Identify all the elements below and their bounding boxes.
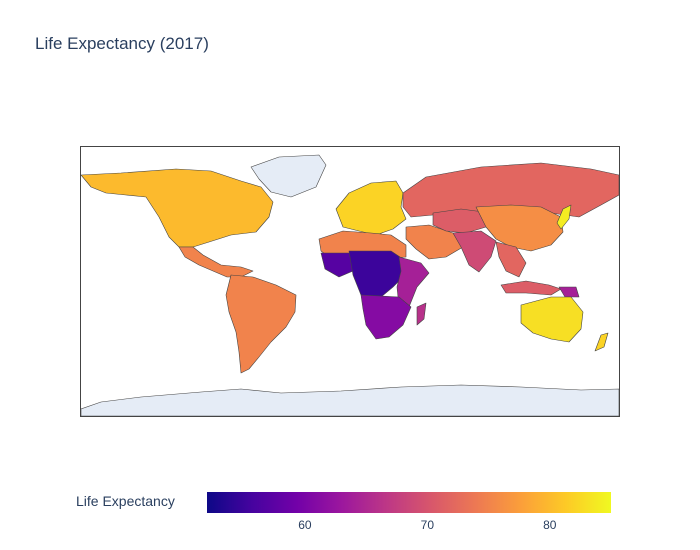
region-antarctica[interactable] xyxy=(81,384,619,416)
colorbar-tick-70: 70 xyxy=(420,518,435,532)
region-japan[interactable] xyxy=(556,204,572,230)
region-europe[interactable] xyxy=(335,180,407,236)
map-title: Life Expectancy (2017) xyxy=(35,34,209,53)
region-middle-east[interactable] xyxy=(405,224,464,260)
region-central-asia[interactable] xyxy=(432,208,492,234)
region-madagascar[interactable] xyxy=(416,302,427,326)
region-south-america[interactable] xyxy=(225,274,297,374)
region-greenland[interactable] xyxy=(250,154,327,198)
region-west-africa[interactable] xyxy=(320,252,354,278)
colorbar-tick-80: 80 xyxy=(543,518,557,532)
region-new-zealand[interactable] xyxy=(594,332,609,352)
region-china[interactable] xyxy=(475,204,564,252)
region-australia[interactable] xyxy=(520,296,584,343)
colorbar-tick-60: 60 xyxy=(298,518,312,532)
colorbar-label: Life Expectancy xyxy=(76,493,175,509)
region-russia[interactable] xyxy=(402,162,619,218)
map-frame[interactable] xyxy=(80,146,620,417)
region-central-africa[interactable] xyxy=(348,250,404,298)
region-central-america[interactable] xyxy=(178,246,254,278)
region-indonesia[interactable] xyxy=(500,280,562,296)
world-map[interactable] xyxy=(81,147,619,416)
region-southeast-asia[interactable] xyxy=(495,241,527,278)
colorbar-gradient xyxy=(207,492,611,513)
region-north-america[interactable] xyxy=(81,168,274,248)
region-southern-africa[interactable] xyxy=(360,294,412,340)
region-south-asia[interactable] xyxy=(452,230,497,273)
region-papua-new-guinea[interactable] xyxy=(558,286,580,298)
